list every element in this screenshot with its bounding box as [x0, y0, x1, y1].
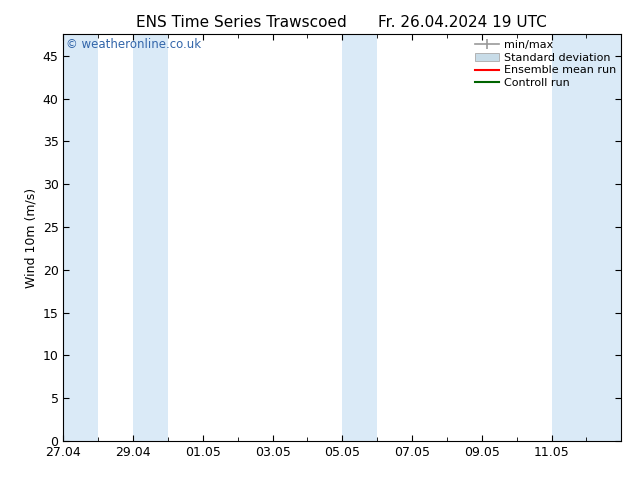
Text: ENS Time Series Trawscoed: ENS Time Series Trawscoed: [136, 15, 346, 30]
Text: © weatheronline.co.uk: © weatheronline.co.uk: [66, 38, 202, 51]
Text: Fr. 26.04.2024 19 UTC: Fr. 26.04.2024 19 UTC: [378, 15, 547, 30]
Bar: [342, 34, 377, 441]
Bar: [133, 34, 168, 441]
Legend: min/max, Standard deviation, Ensemble mean run, Controll run: min/max, Standard deviation, Ensemble me…: [472, 38, 618, 91]
Bar: [552, 34, 621, 441]
Bar: [63, 34, 98, 441]
Y-axis label: Wind 10m (m/s): Wind 10m (m/s): [24, 188, 37, 288]
